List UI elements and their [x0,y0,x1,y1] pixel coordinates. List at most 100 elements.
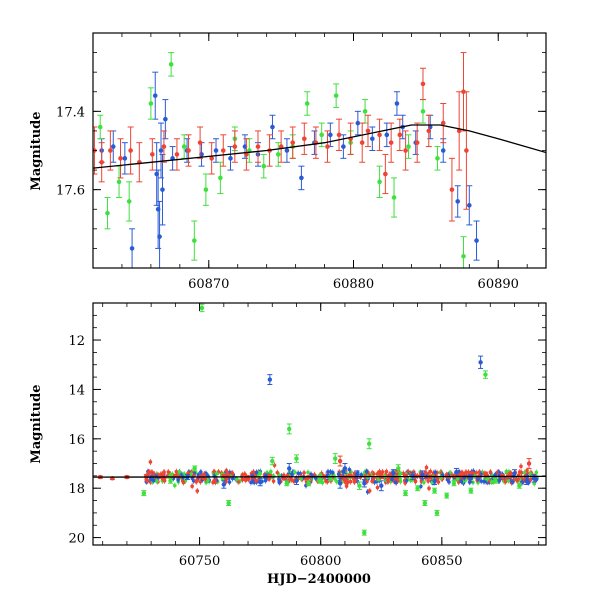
marker [168,62,174,67]
data-point [199,303,205,313]
data-point [451,480,457,487]
band-point [199,470,203,474]
marker [161,144,167,149]
data-point [369,126,376,151]
data-point [312,126,319,159]
data-point [376,165,383,198]
marker [333,93,339,98]
marker [526,461,532,466]
data-point [473,220,480,261]
marker [306,481,311,486]
band-point [148,460,153,464]
data-point [361,529,367,536]
marker [524,478,529,483]
data-point [243,138,250,171]
data-point [220,134,227,167]
data-point [110,130,117,163]
data-point [482,370,488,379]
band-point [398,476,402,481]
marker [403,473,408,479]
marker [403,148,408,153]
data-point [419,67,426,101]
marker [105,210,110,216]
marker [209,156,214,161]
marker [432,488,437,493]
band-point [227,480,232,484]
bottom-axis-ticks: 60750 60800 60850 12 14 16 18 20 [68,302,546,569]
data-point [332,453,338,465]
marker [122,156,128,161]
data-point [414,122,421,163]
marker [141,490,147,496]
data-point [168,52,175,77]
marker [129,246,135,251]
marker [228,156,233,161]
band-point [510,480,515,484]
marker [468,476,474,481]
marker [157,234,162,239]
data-point [382,153,389,195]
data-point [269,456,275,466]
data-point [168,477,174,484]
marker [468,488,474,493]
data-point [126,181,133,222]
marker [341,144,346,149]
data-point [169,146,176,171]
marker [261,163,267,169]
data-point [153,142,160,206]
data-point [393,91,400,116]
band-point [271,479,276,483]
band-point [202,472,206,477]
data-point [147,87,154,120]
y-tick-label: 17.4 [56,105,85,120]
data-point [333,83,340,108]
band-point [330,470,335,475]
marker [362,109,368,114]
data-point [448,157,455,222]
top-panel: 60870 60880 60890 17.4 17.6 Magnitude [29,32,547,292]
data-point [98,142,105,183]
band-point [516,477,520,481]
marker [403,490,408,496]
data-point [451,473,457,479]
data-point [425,114,432,148]
band-point [190,484,194,489]
band-point [422,480,426,485]
marker [294,478,299,483]
marker [455,199,461,204]
marker [197,140,203,145]
band-point [509,471,513,476]
x-tick-label: 60890 [478,277,519,292]
data-point [158,122,165,179]
marker [451,481,457,486]
band-point [488,470,493,474]
data-point [197,126,204,159]
data-point [173,138,180,171]
data-point [337,455,343,467]
marker [333,456,338,461]
marker [531,476,537,481]
marker [299,175,304,181]
band-point [240,477,245,482]
data-point [160,130,167,163]
marker [354,472,360,477]
marker [148,101,154,106]
data-point [97,114,104,140]
marker [435,156,440,161]
marker [181,144,187,149]
band-point [306,470,310,475]
marker [213,148,219,153]
marker [203,187,209,192]
data-point [217,161,224,195]
bottom-panel-frame [92,302,547,546]
x-tick-label: 60800 [300,554,341,569]
bottom-series-1 [141,303,522,536]
data-point [260,153,267,179]
y-tick-label: 20 [68,532,85,547]
marker [220,148,226,153]
data-point [278,130,285,163]
band-point [177,469,182,474]
data-point [391,177,398,218]
data-point [366,438,372,450]
band-point [348,479,353,484]
